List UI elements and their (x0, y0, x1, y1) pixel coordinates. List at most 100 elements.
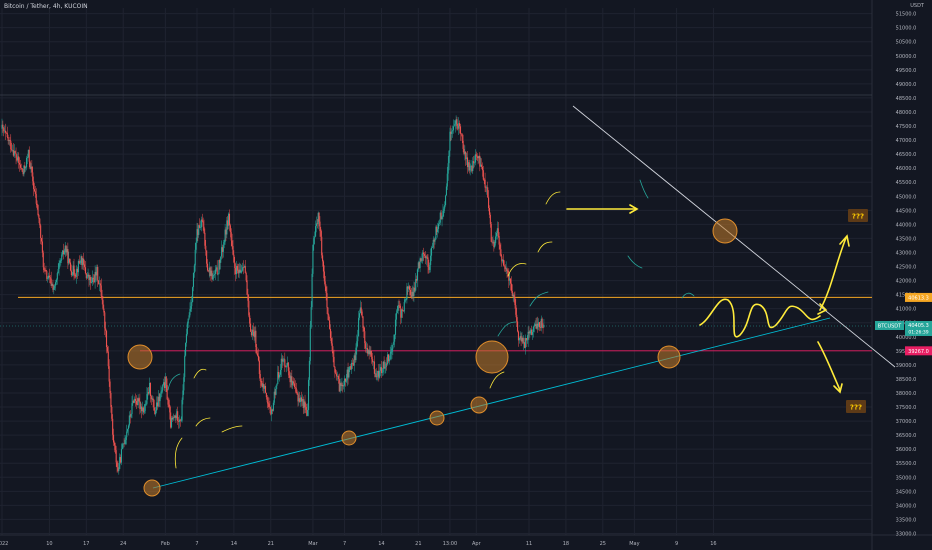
candle-body (275, 385, 277, 395)
candle (350, 363, 352, 370)
candle (127, 428, 129, 434)
candle-body (279, 374, 281, 378)
candle (383, 356, 385, 369)
bounce-arrow (639, 179, 649, 199)
candle-body (221, 247, 224, 252)
candle-body (507, 271, 509, 273)
candle-body (203, 226, 205, 233)
candle-body (75, 276, 77, 277)
candle (98, 280, 100, 285)
candle-body (221, 247, 223, 257)
candle-body (14, 150, 16, 154)
candle-body (213, 274, 215, 277)
candle (225, 227, 227, 242)
candle-body (67, 249, 69, 264)
candle-body (419, 258, 421, 269)
candle-body (301, 399, 303, 402)
candle (128, 411, 130, 428)
candle-body (131, 403, 133, 415)
candle (348, 366, 350, 379)
last-price-text: 40405.3 (908, 323, 929, 329)
candle-body (55, 282, 57, 286)
candle (364, 326, 366, 349)
candle-body (26, 157, 28, 168)
candle (342, 382, 344, 393)
candle (501, 254, 503, 267)
bounce-arrow (195, 417, 211, 427)
candle-body (379, 370, 381, 378)
candle (228, 212, 230, 230)
candle-body (101, 296, 103, 301)
bounce-arrow (497, 321, 517, 337)
candle-body (265, 392, 267, 398)
candle (20, 163, 22, 170)
candle (43, 262, 45, 272)
candle-body (358, 317, 360, 337)
bounce-arrow (545, 191, 561, 205)
candle-body (283, 359, 285, 360)
candle (451, 128, 453, 141)
candle (227, 215, 229, 230)
candle (481, 158, 483, 170)
candle (243, 264, 245, 268)
candle (235, 263, 237, 282)
candle (47, 276, 49, 283)
candle-body (367, 349, 369, 354)
candle (139, 393, 141, 415)
candle-body (384, 367, 386, 369)
candle (95, 267, 97, 281)
candle-body (463, 148, 465, 155)
candle-body (40, 225, 42, 238)
highlight-circle (712, 218, 738, 244)
candle-body (256, 347, 258, 354)
last-price-tag: 40405.301:26:39 (905, 321, 932, 336)
candle (323, 265, 325, 285)
candle (450, 125, 452, 142)
candle-body (313, 237, 315, 245)
candle (145, 400, 147, 406)
candle-body (311, 273, 313, 308)
candle (273, 387, 275, 406)
candle-body (273, 391, 275, 403)
candle-body (177, 411, 179, 422)
candle (220, 256, 222, 270)
candle-body (24, 165, 26, 169)
candle-body (438, 222, 440, 224)
candle-body (155, 410, 157, 415)
candle (341, 377, 343, 392)
candle-body (524, 338, 527, 348)
candle-body (414, 287, 416, 291)
candle-body (290, 376, 292, 383)
candle-body (316, 223, 318, 225)
candle (283, 358, 285, 363)
candle-body (434, 239, 436, 242)
candle (527, 326, 529, 347)
candle (401, 309, 403, 324)
candle-body (394, 319, 397, 335)
candle (242, 260, 245, 275)
candle (121, 442, 123, 450)
candle (279, 372, 281, 382)
candle (465, 151, 467, 166)
candle-body (295, 387, 297, 392)
candle (64, 242, 66, 258)
candle-body (54, 285, 56, 289)
candle-body (46, 271, 48, 279)
candle-body (139, 401, 141, 409)
candle-body (79, 262, 81, 264)
candle (276, 383, 278, 390)
y-tick-label: 40000.0 (896, 335, 917, 341)
candle (495, 231, 497, 246)
candle (221, 244, 224, 259)
candle-body (484, 179, 486, 188)
candle (126, 424, 128, 445)
candle (385, 362, 387, 374)
candle (116, 460, 118, 473)
candle (174, 414, 176, 421)
candle (36, 200, 38, 210)
candle-body (219, 259, 221, 263)
candle (89, 274, 91, 286)
candle (196, 222, 198, 243)
candle (401, 306, 404, 318)
